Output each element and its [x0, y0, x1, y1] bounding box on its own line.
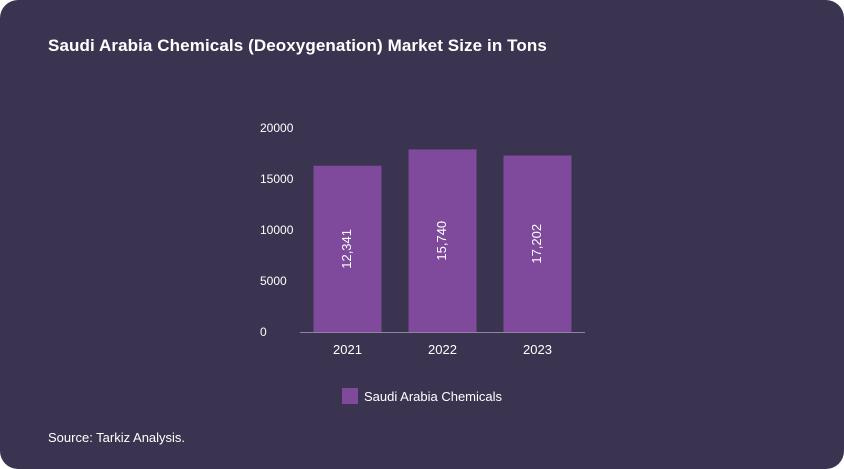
bars: 12,341 15,740 17,202: [313, 149, 572, 332]
legend: Saudi Arabia Chemicals: [342, 388, 502, 404]
x-axis-ticks: 2021 2022 2023: [333, 342, 552, 357]
y-tick-label: 20000: [260, 121, 294, 135]
x-tick-label: 2021: [333, 342, 362, 357]
bar-2022: [408, 149, 477, 332]
y-tick-label: 5000: [260, 274, 287, 288]
bar-data-label: 15,740: [434, 221, 449, 261]
bar-2023: [503, 155, 572, 332]
legend-label: Saudi Arabia Chemicals: [364, 388, 503, 404]
y-axis-ticks: 0 5000 10000 15000 20000: [260, 121, 294, 339]
legend-swatch: [342, 388, 358, 404]
bar-data-label: 17,202: [529, 224, 544, 264]
x-tick-label: 2023: [523, 342, 552, 357]
bar-2021: [313, 165, 382, 332]
y-tick-label: 0: [260, 325, 267, 339]
y-tick-label: 10000: [260, 223, 294, 237]
x-tick-label: 2022: [428, 342, 457, 357]
bar-data-label: 12,341: [339, 229, 354, 269]
y-tick-label: 15000: [260, 172, 294, 186]
source-note: Source: Tarkiz Analysis.: [48, 430, 186, 445]
chart-title: Saudi Arabia Chemicals (Deoxygenation) M…: [48, 36, 547, 55]
